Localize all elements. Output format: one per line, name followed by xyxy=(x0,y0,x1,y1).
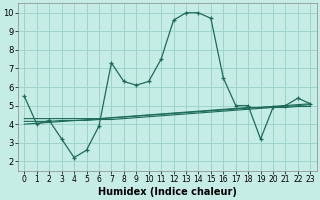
X-axis label: Humidex (Indice chaleur): Humidex (Indice chaleur) xyxy=(98,187,237,197)
